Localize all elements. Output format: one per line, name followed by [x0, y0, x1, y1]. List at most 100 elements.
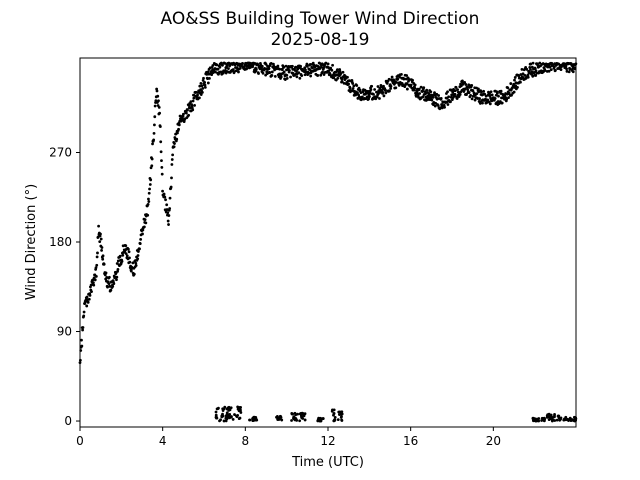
data-point — [152, 131, 156, 135]
data-point — [464, 83, 468, 86]
data-point — [355, 84, 359, 87]
data-point — [430, 98, 434, 102]
data-point — [378, 90, 382, 94]
data-point — [111, 285, 115, 288]
data-point — [138, 242, 142, 246]
data-point — [405, 87, 409, 91]
data-point — [368, 91, 372, 95]
data-point — [369, 88, 373, 92]
data-point — [346, 75, 349, 79]
data-point — [215, 407, 219, 411]
data-point — [90, 290, 93, 294]
data-point — [153, 115, 157, 119]
data-point — [214, 410, 218, 414]
data-point — [158, 125, 162, 128]
data-point — [280, 418, 284, 422]
data-point — [483, 92, 487, 96]
x-tick-label: 20 — [486, 434, 501, 448]
data-point — [112, 282, 116, 286]
data-point — [461, 79, 464, 83]
data-point — [465, 85, 469, 89]
data-point — [573, 67, 577, 71]
data-point — [235, 415, 239, 419]
data-point — [382, 94, 386, 98]
data-point — [280, 68, 284, 72]
data-point — [332, 412, 336, 416]
data-point — [227, 67, 230, 71]
data-point — [419, 85, 423, 89]
data-point — [239, 409, 242, 413]
data-point — [107, 275, 111, 279]
data-point — [493, 96, 497, 100]
data-point — [102, 262, 106, 266]
data-point — [322, 66, 326, 70]
data-point — [109, 288, 113, 292]
data-point — [200, 84, 204, 88]
data-point — [220, 415, 224, 419]
data-point — [531, 61, 535, 65]
data-point — [319, 73, 323, 77]
data-point — [115, 275, 119, 279]
data-point — [252, 419, 256, 422]
data-point — [157, 99, 160, 103]
data-point — [418, 92, 422, 95]
data-point — [278, 67, 282, 71]
data-point — [553, 419, 557, 422]
data-point — [316, 419, 320, 423]
data-point — [517, 74, 521, 78]
data-point — [202, 76, 205, 80]
x-axis: 0 4 8 12 16 20 — [76, 427, 501, 448]
data-point — [348, 86, 352, 90]
data-point — [226, 415, 230, 419]
data-point — [167, 214, 171, 217]
data-point — [488, 102, 492, 106]
data-point — [400, 73, 403, 76]
data-point — [526, 75, 530, 79]
data-point — [316, 74, 320, 77]
data-point — [86, 300, 90, 304]
data-point — [159, 140, 163, 144]
data-point — [206, 81, 210, 85]
data-point — [571, 418, 575, 422]
data-point — [373, 88, 377, 91]
data-point — [451, 90, 455, 94]
data-point — [340, 80, 344, 84]
data-point — [446, 90, 449, 94]
data-point — [136, 257, 140, 261]
data-point — [189, 100, 193, 104]
data-point — [455, 97, 459, 100]
chart-subtitle: 2025-08-19 — [271, 30, 370, 50]
data-point — [535, 419, 539, 423]
data-point — [158, 111, 162, 115]
y-axis-label: Wind Direction (°) — [24, 184, 39, 300]
data-point — [153, 123, 156, 127]
data-point — [291, 64, 294, 68]
data-point — [253, 415, 257, 419]
data-point — [567, 70, 571, 74]
data-point — [367, 97, 371, 101]
data-point — [465, 93, 468, 96]
data-point — [128, 256, 131, 260]
data-point — [237, 417, 241, 420]
data-point — [470, 84, 474, 87]
data-point — [458, 93, 462, 96]
data-point — [82, 314, 86, 318]
data-point — [124, 244, 128, 248]
data-point — [82, 310, 86, 314]
data-point — [193, 103, 196, 107]
data-point — [81, 328, 84, 332]
data-point — [321, 417, 325, 420]
data-point — [267, 67, 271, 71]
data-point — [95, 255, 99, 259]
data-point — [351, 82, 355, 85]
data-point — [236, 407, 240, 411]
data-point — [293, 418, 297, 422]
data-point — [543, 69, 547, 72]
data-point — [261, 71, 265, 75]
data-point — [547, 69, 551, 73]
data-point — [178, 114, 182, 118]
data-point — [467, 91, 471, 95]
data-point — [270, 70, 274, 74]
data-point — [311, 66, 314, 70]
